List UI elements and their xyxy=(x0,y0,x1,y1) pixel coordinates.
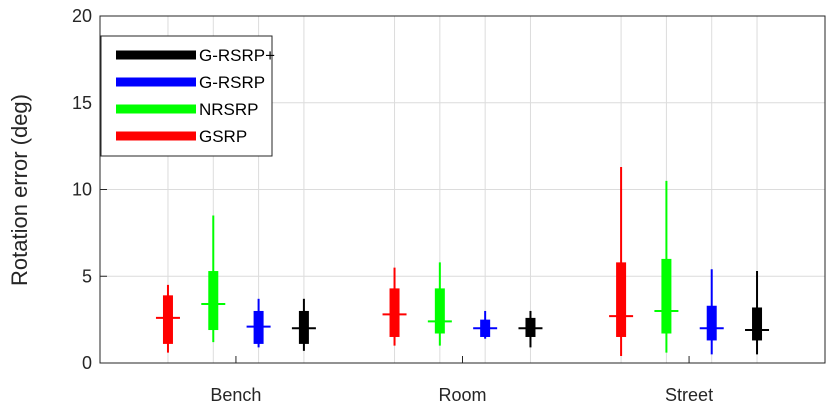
y-axis-ticks: 0 5 10 15 20 xyxy=(72,6,107,373)
y-tick-label: 15 xyxy=(72,93,92,113)
box-g-rsrp--bench xyxy=(291,298,316,351)
y-tick-label: 20 xyxy=(72,6,92,26)
interquartile-box xyxy=(752,307,763,341)
interquartile-box xyxy=(616,262,627,337)
legend-label: G-RSRP xyxy=(199,73,265,92)
y-tick-label: 10 xyxy=(72,180,92,200)
interquartile-box xyxy=(661,258,672,334)
x-tick-label: Bench xyxy=(210,385,261,405)
y-axis-label: Rotation error (deg) xyxy=(7,94,32,286)
legend-label: G-RSRP+ xyxy=(199,46,275,65)
legend-label: GSRP xyxy=(199,127,247,146)
box-nrsrp-street xyxy=(654,180,679,353)
y-tick-label: 0 xyxy=(82,353,92,373)
box-gsrp-street xyxy=(609,166,634,357)
box-nrsrp-room xyxy=(427,262,452,346)
box-g-rsrp--street xyxy=(745,271,770,355)
interquartile-box xyxy=(706,305,717,341)
box-series xyxy=(155,166,770,357)
x-axis-ticks: Bench Room Street xyxy=(210,356,713,405)
box-nrsrp-bench xyxy=(201,215,226,343)
legend-label: NRSRP xyxy=(199,100,259,119)
box-g-rsrp-room xyxy=(473,310,498,339)
legend: G-RSRP+ G-RSRP NRSRP GSRP xyxy=(100,35,275,157)
y-tick-label: 5 xyxy=(82,266,92,286)
x-tick-label: Street xyxy=(665,385,713,405)
x-tick-label: Room xyxy=(438,385,486,405)
box-g-rsrp-street xyxy=(699,269,724,355)
box-g-rsrp-bench xyxy=(246,298,271,348)
interquartile-box xyxy=(389,288,400,337)
interquartile-box xyxy=(162,295,173,344)
box-gsrp-room xyxy=(382,267,407,346)
interquartile-box xyxy=(208,271,219,331)
box-g-rsrp--room xyxy=(518,310,543,348)
box-gsrp-bench xyxy=(155,284,180,353)
interquartile-box xyxy=(434,288,445,334)
